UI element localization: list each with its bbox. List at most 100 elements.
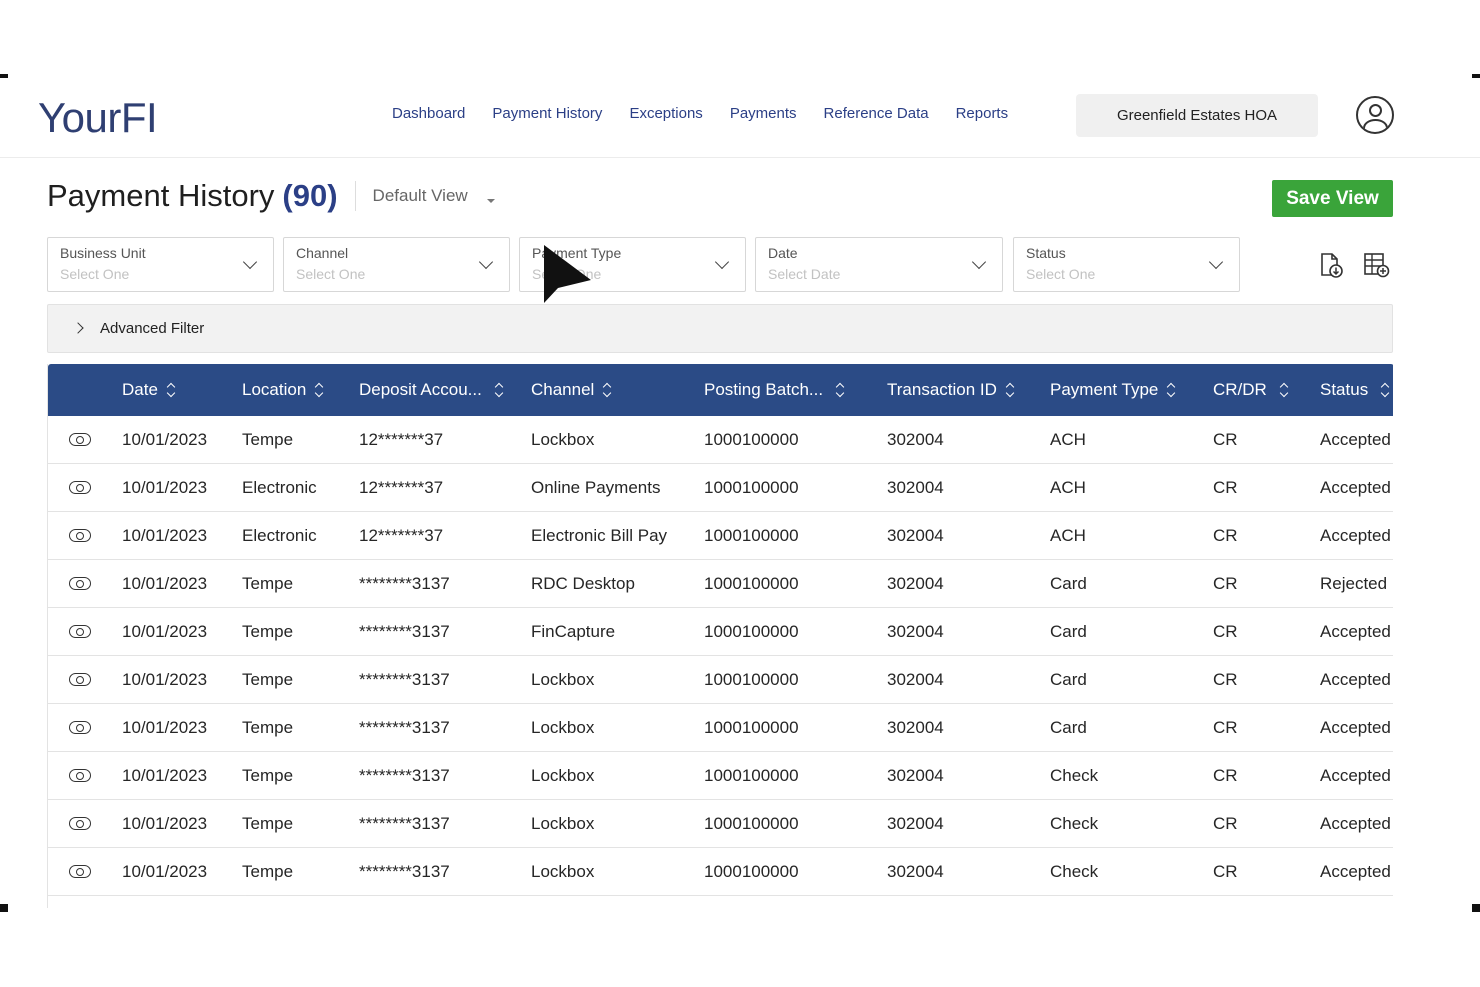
sort-icon [1380, 383, 1390, 397]
column-header-transaction-id[interactable]: Transaction ID [887, 364, 1015, 416]
table-row[interactable]: 10/01/2023 Tempe ********3137 Lockbox 100010… [48, 704, 1393, 752]
logo[interactable]: YourFI [38, 94, 158, 142]
filter-status[interactable]: Status Select One [1013, 237, 1240, 292]
nav-payment-history[interactable]: Payment History [492, 105, 603, 122]
organization-selector[interactable]: Greenfield Estates HOA [1076, 94, 1318, 137]
add-column-icon[interactable] [1362, 251, 1390, 279]
cell-cr-dr: CR [1213, 670, 1238, 689]
column-header-date[interactable]: Date [122, 364, 176, 416]
cell-posting-batch: 1000100000 [704, 766, 799, 785]
view-details-eye-icon[interactable] [69, 673, 91, 686]
cell-date: 10/01/2023 [122, 622, 208, 641]
cell-status: Accepted [1320, 526, 1391, 545]
cell-channel: Lockbox [531, 430, 595, 449]
cell-location: Electronic [242, 478, 317, 497]
filter-label: Status [1026, 245, 1066, 261]
view-details-eye-icon[interactable] [69, 721, 91, 734]
sort-icon [1279, 383, 1289, 397]
nav-reference-data[interactable]: Reference Data [823, 105, 929, 122]
cell-payment-type: Card [1050, 574, 1087, 593]
table-row[interactable]: 10/01/2023 Electronic 12*******37 Electroni… [48, 512, 1393, 560]
cell-posting-batch: 1000100000 [704, 862, 799, 881]
cell-deposit-account: ********3137 [359, 766, 450, 785]
download-file-icon[interactable] [1317, 251, 1345, 279]
view-details-eye-icon[interactable] [69, 625, 91, 638]
cell-cr-dr: CR [1213, 526, 1238, 545]
cell-cr-dr: CR [1213, 574, 1238, 593]
sort-icon [602, 383, 612, 397]
cell-status: Accepted [1320, 670, 1391, 689]
view-caret-icon[interactable] [487, 199, 495, 203]
table-header: Date Location Deposit Accou... Channel P… [48, 364, 1393, 416]
cell-posting-batch: 1000100000 [704, 430, 799, 449]
view-details-eye-icon[interactable] [69, 769, 91, 782]
cell-payment-type: Check [1050, 766, 1099, 785]
table-row[interactable]: 10/01/2023 Tempe 12*******37 Lockbox 1000100… [48, 416, 1393, 464]
table-row[interactable]: 10/01/2023 Tempe ********3137 FinCapture 100… [48, 608, 1393, 656]
cell-date: 10/01/2023 [122, 478, 208, 497]
cell-deposit-account: ********3137 [359, 814, 450, 833]
table-body: 10/01/2023 Tempe 12*******37 Lockbox 1000100… [48, 416, 1393, 896]
cell-channel: Lockbox [531, 766, 595, 785]
view-details-eye-icon[interactable] [69, 865, 91, 878]
view-details-eye-icon[interactable] [69, 433, 91, 446]
view-details-eye-icon[interactable] [69, 529, 91, 542]
chevron-right-icon [72, 322, 84, 334]
nav-reports[interactable]: Reports [955, 105, 1009, 122]
column-header-location[interactable]: Location [242, 364, 324, 416]
column-header-status[interactable]: Status [1320, 364, 1390, 416]
save-view-button[interactable]: Save View [1272, 180, 1393, 217]
view-details-eye-icon[interactable] [69, 577, 91, 590]
column-header-channel[interactable]: Channel [531, 364, 612, 416]
table-row[interactable]: 10/01/2023 Electronic 12*******37 Online Pa… [48, 464, 1393, 512]
sort-icon [1005, 383, 1015, 397]
table-row[interactable]: 10/01/2023 Tempe ********3137 Lockbox 100010… [48, 800, 1393, 848]
table-row[interactable]: 10/01/2023 Tempe ********3137 RDC Desktop 10… [48, 560, 1393, 608]
cell-posting-batch: 1000100000 [704, 814, 799, 833]
cell-location: Tempe [242, 766, 294, 785]
frame-corner [0, 904, 8, 912]
cell-transaction-id: 302004 [887, 766, 944, 785]
advanced-filter-toggle[interactable]: Advanced Filter [47, 304, 1393, 353]
nav-dashboard[interactable]: Dashboard [392, 105, 466, 122]
cell-channel: Lockbox [531, 862, 595, 881]
cell-transaction-id: 302004 [887, 478, 944, 497]
cell-date: 10/01/2023 [122, 766, 208, 785]
table-row[interactable]: 10/01/2023 Tempe ********3137 Lockbox 100010… [48, 752, 1393, 800]
cell-payment-type: ACH [1050, 430, 1086, 449]
cell-location: Tempe [242, 814, 294, 833]
view-details-eye-icon[interactable] [69, 817, 91, 830]
filter-label: Business Unit [60, 245, 146, 261]
cell-payment-type: Card [1050, 670, 1087, 689]
logo-main: Your [38, 94, 121, 141]
table-row[interactable]: 10/01/2023 Tempe ********3137 Lockbox 100010… [48, 656, 1393, 704]
filter-date[interactable]: Date Select Date [755, 237, 1003, 292]
cell-cr-dr: CR [1213, 814, 1238, 833]
cell-date: 10/01/2023 [122, 718, 208, 737]
cell-date: 10/01/2023 [122, 862, 208, 881]
table-row[interactable]: 10/01/2023 Tempe ********3137 Lockbox 100010… [48, 848, 1393, 896]
cell-payment-type: Check [1050, 862, 1099, 881]
nav-exceptions[interactable]: Exceptions [629, 105, 703, 122]
view-selector[interactable]: Default View [372, 186, 468, 205]
column-header-deposit-account[interactable]: Deposit Accou... [359, 364, 504, 416]
view-details-eye-icon[interactable] [69, 481, 91, 494]
cell-date: 10/01/2023 [122, 526, 208, 545]
cell-transaction-id: 302004 [887, 670, 944, 689]
nav-payments[interactable]: Payments [729, 105, 797, 122]
cell-transaction-id: 302004 [887, 718, 944, 737]
user-avatar-icon[interactable] [1356, 96, 1394, 134]
column-header-cr-dr[interactable]: CR/DR [1213, 364, 1289, 416]
filter-channel[interactable]: Channel Select One [283, 237, 510, 292]
cell-location: Tempe [242, 718, 294, 737]
chevron-down-icon [1208, 254, 1224, 270]
cell-transaction-id: 302004 [887, 814, 944, 833]
cell-deposit-account: ********3137 [359, 718, 450, 737]
filter-business-unit[interactable]: Business Unit Select One [47, 237, 274, 292]
column-header-posting-batch[interactable]: Posting Batch... [704, 364, 845, 416]
cell-location: Tempe [242, 574, 294, 593]
cell-date: 10/01/2023 [122, 430, 208, 449]
cell-payment-type: ACH [1050, 478, 1086, 497]
column-header-payment-type[interactable]: Payment Type [1050, 364, 1176, 416]
frame-corner [1472, 904, 1480, 912]
